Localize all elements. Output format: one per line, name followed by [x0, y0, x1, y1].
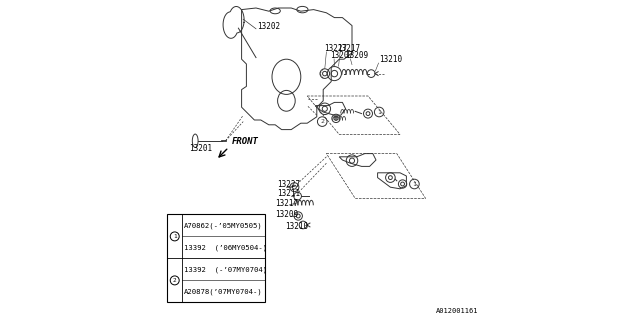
Text: 1: 1 — [173, 234, 177, 239]
Text: 1: 1 — [412, 181, 417, 187]
Text: 13392  (-’07MY0704): 13392 (-’07MY0704) — [184, 266, 268, 273]
Text: 2: 2 — [320, 119, 324, 124]
Text: 13202: 13202 — [257, 22, 280, 31]
Bar — [167, 214, 265, 302]
Text: 13207: 13207 — [330, 51, 353, 60]
Text: 13392  (’06MY0504-): 13392 (’06MY0504-) — [184, 244, 268, 251]
Text: A20878(’07MY0704-): A20878(’07MY0704-) — [184, 288, 263, 295]
Text: 13217: 13217 — [338, 44, 361, 53]
Text: 13227: 13227 — [277, 180, 300, 189]
Text: 13209: 13209 — [346, 51, 369, 60]
Text: 2: 2 — [173, 278, 177, 283]
Text: FRONT: FRONT — [232, 137, 259, 146]
Text: 13227: 13227 — [324, 44, 347, 53]
Text: 13211: 13211 — [277, 189, 300, 198]
Text: 13210: 13210 — [380, 55, 403, 64]
Text: 13217: 13217 — [275, 199, 298, 208]
Text: 13201: 13201 — [189, 144, 212, 153]
Text: A012001161: A012001161 — [436, 308, 479, 314]
Text: A70862(-’05MY0505): A70862(-’05MY0505) — [184, 222, 263, 229]
Text: 13209: 13209 — [275, 210, 298, 219]
Text: 13210: 13210 — [285, 222, 308, 231]
Text: 1: 1 — [377, 109, 381, 115]
